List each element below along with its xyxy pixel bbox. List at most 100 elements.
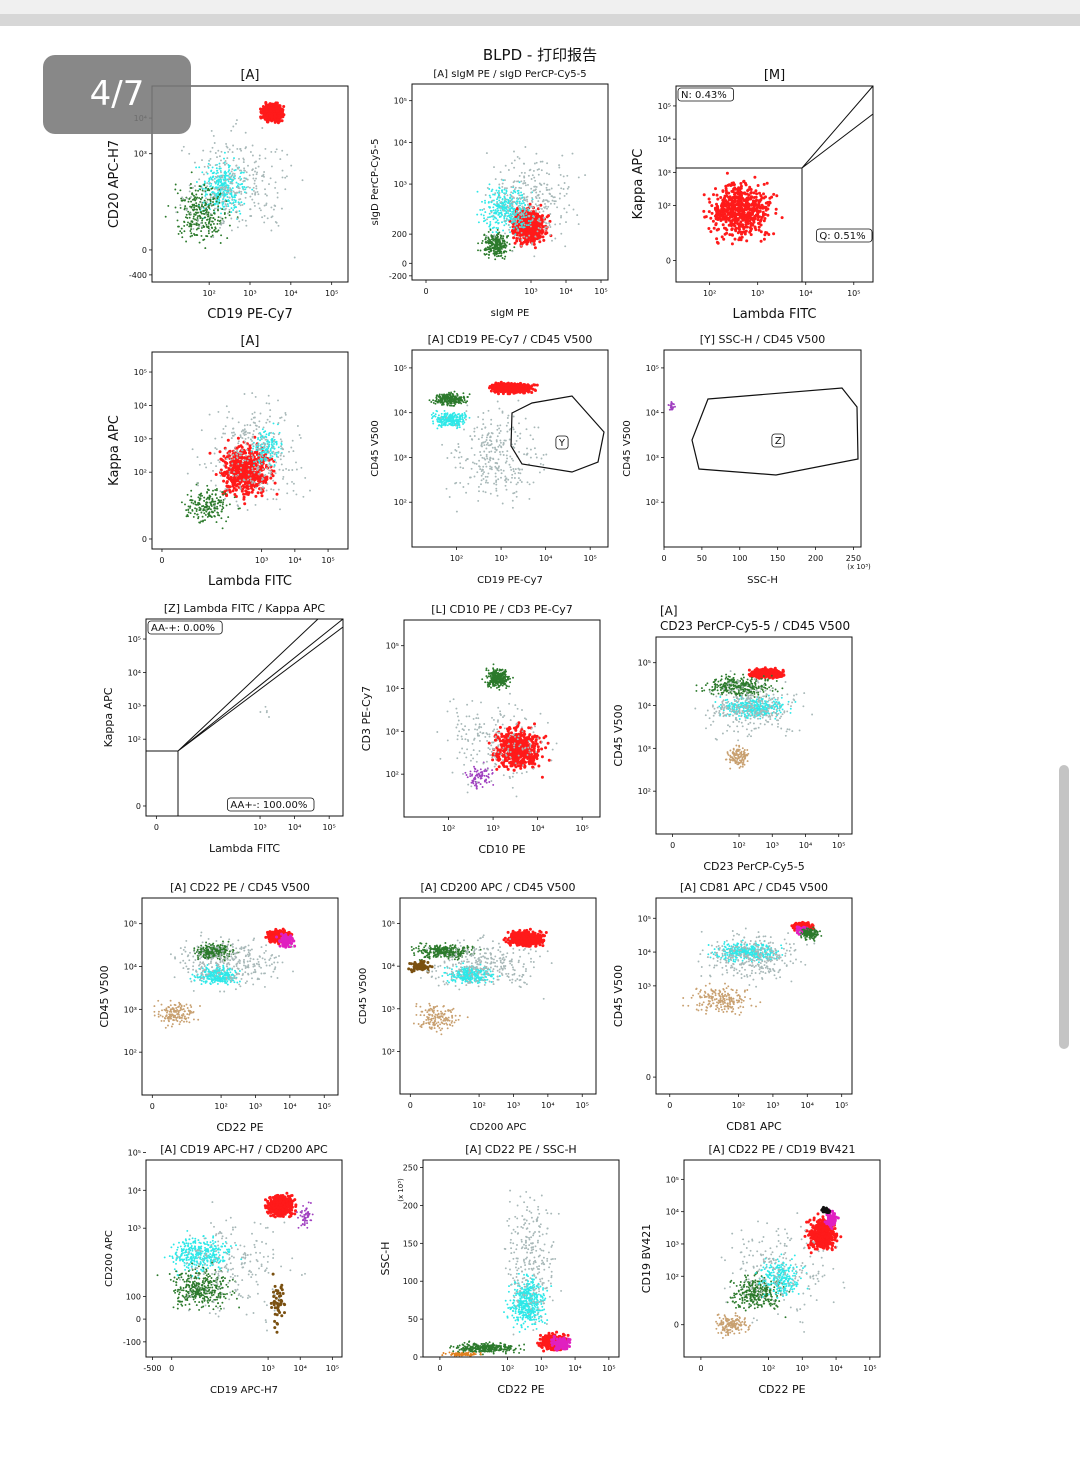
dot-grey <box>240 466 242 469</box>
dot-grey <box>491 199 494 202</box>
dot-grey <box>243 431 246 434</box>
dot-red <box>702 209 706 213</box>
dot-grey <box>523 179 526 182</box>
dot-red <box>280 119 284 123</box>
dot-cyan <box>242 171 245 174</box>
dot-grey <box>222 186 225 189</box>
dot-green <box>226 237 229 240</box>
dot-cyan <box>481 200 483 203</box>
dot-grey <box>560 214 563 217</box>
dot-red <box>512 236 516 240</box>
dot-green <box>209 508 212 511</box>
dot-grey <box>260 438 263 441</box>
dot-grey <box>236 217 239 220</box>
dot-green <box>207 489 210 492</box>
dot-grey <box>537 204 540 207</box>
dot-grey <box>231 198 234 201</box>
dot-cyan <box>271 455 274 458</box>
dot-grey <box>245 224 248 227</box>
dot-green <box>224 493 227 496</box>
dot-cyan <box>491 227 494 230</box>
y-tick-label: 10⁵ <box>394 97 407 106</box>
plot-frame <box>675 85 874 283</box>
dot-cyan <box>510 216 512 219</box>
dot-green <box>195 508 198 511</box>
dot-grey <box>272 498 275 500</box>
dot-grey <box>534 185 537 188</box>
dot-green <box>185 509 188 512</box>
dot-grey <box>272 450 275 453</box>
dot-green <box>194 189 197 192</box>
dot-grey <box>543 206 546 209</box>
dot-cyan <box>502 229 505 232</box>
dot-cyan <box>239 212 242 215</box>
dot-red <box>238 482 242 486</box>
dot-red <box>740 232 743 236</box>
dot-grey <box>213 452 216 455</box>
dot-green <box>197 203 200 206</box>
dot-cyan <box>509 231 511 234</box>
dot-grey <box>548 222 551 224</box>
dot-grey <box>228 148 231 151</box>
dot-red <box>526 217 530 221</box>
dot-cyan <box>482 220 485 223</box>
dot-cyan <box>225 171 228 174</box>
dot-red <box>731 202 735 206</box>
dot-green <box>494 258 497 261</box>
dot-grey <box>259 455 262 457</box>
dot-grey <box>301 179 304 182</box>
dot-red <box>737 198 741 202</box>
dot-green <box>184 503 186 506</box>
dot-grey <box>499 207 502 209</box>
dot-grey <box>564 245 567 248</box>
dot-red <box>748 185 752 189</box>
dot-grey <box>259 209 262 212</box>
dot-grey <box>229 466 232 469</box>
x-tick-label: 10³ <box>524 287 537 296</box>
dot-green <box>221 505 224 508</box>
dot-grey <box>304 476 307 479</box>
top-bar <box>0 0 1080 14</box>
dot-green <box>193 197 196 200</box>
dot-grey <box>263 436 266 439</box>
dot-grey <box>536 204 538 207</box>
dot-green <box>183 224 186 227</box>
dot-red <box>273 113 277 117</box>
dot-green <box>225 520 228 523</box>
dot-green <box>194 204 196 207</box>
dot-grey <box>222 194 224 197</box>
dot-grey <box>512 185 515 188</box>
dot-green <box>207 211 210 214</box>
dot-grey <box>231 168 234 171</box>
dot-red <box>731 233 734 237</box>
dot-green <box>217 209 219 212</box>
dot-green <box>204 247 207 250</box>
dot-grey <box>263 214 266 217</box>
dot-red <box>275 492 279 496</box>
dot-green <box>484 238 487 241</box>
dot-cyan <box>488 216 491 219</box>
dot-grey <box>214 437 217 440</box>
dot-red <box>222 479 226 483</box>
dot-grey <box>539 160 542 163</box>
dot-grey <box>236 453 239 456</box>
dot-grey <box>224 179 227 182</box>
dot-green <box>489 249 492 252</box>
dot-grey <box>211 146 214 149</box>
plot-3-dots <box>702 171 784 246</box>
dot-green <box>187 505 190 508</box>
dot-grey <box>224 207 227 210</box>
dot-grey <box>538 207 541 210</box>
dot-grey <box>250 454 253 457</box>
dot-red <box>740 206 744 210</box>
dot-green <box>492 246 495 249</box>
dot-cyan <box>269 448 272 451</box>
dot-red <box>234 467 238 470</box>
dot-green <box>194 199 197 202</box>
dot-grey <box>272 436 275 438</box>
dot-red <box>751 209 755 213</box>
dot-green <box>174 188 177 191</box>
dot-green <box>209 216 212 219</box>
dot-grey <box>263 475 266 477</box>
dot-red <box>745 225 749 229</box>
